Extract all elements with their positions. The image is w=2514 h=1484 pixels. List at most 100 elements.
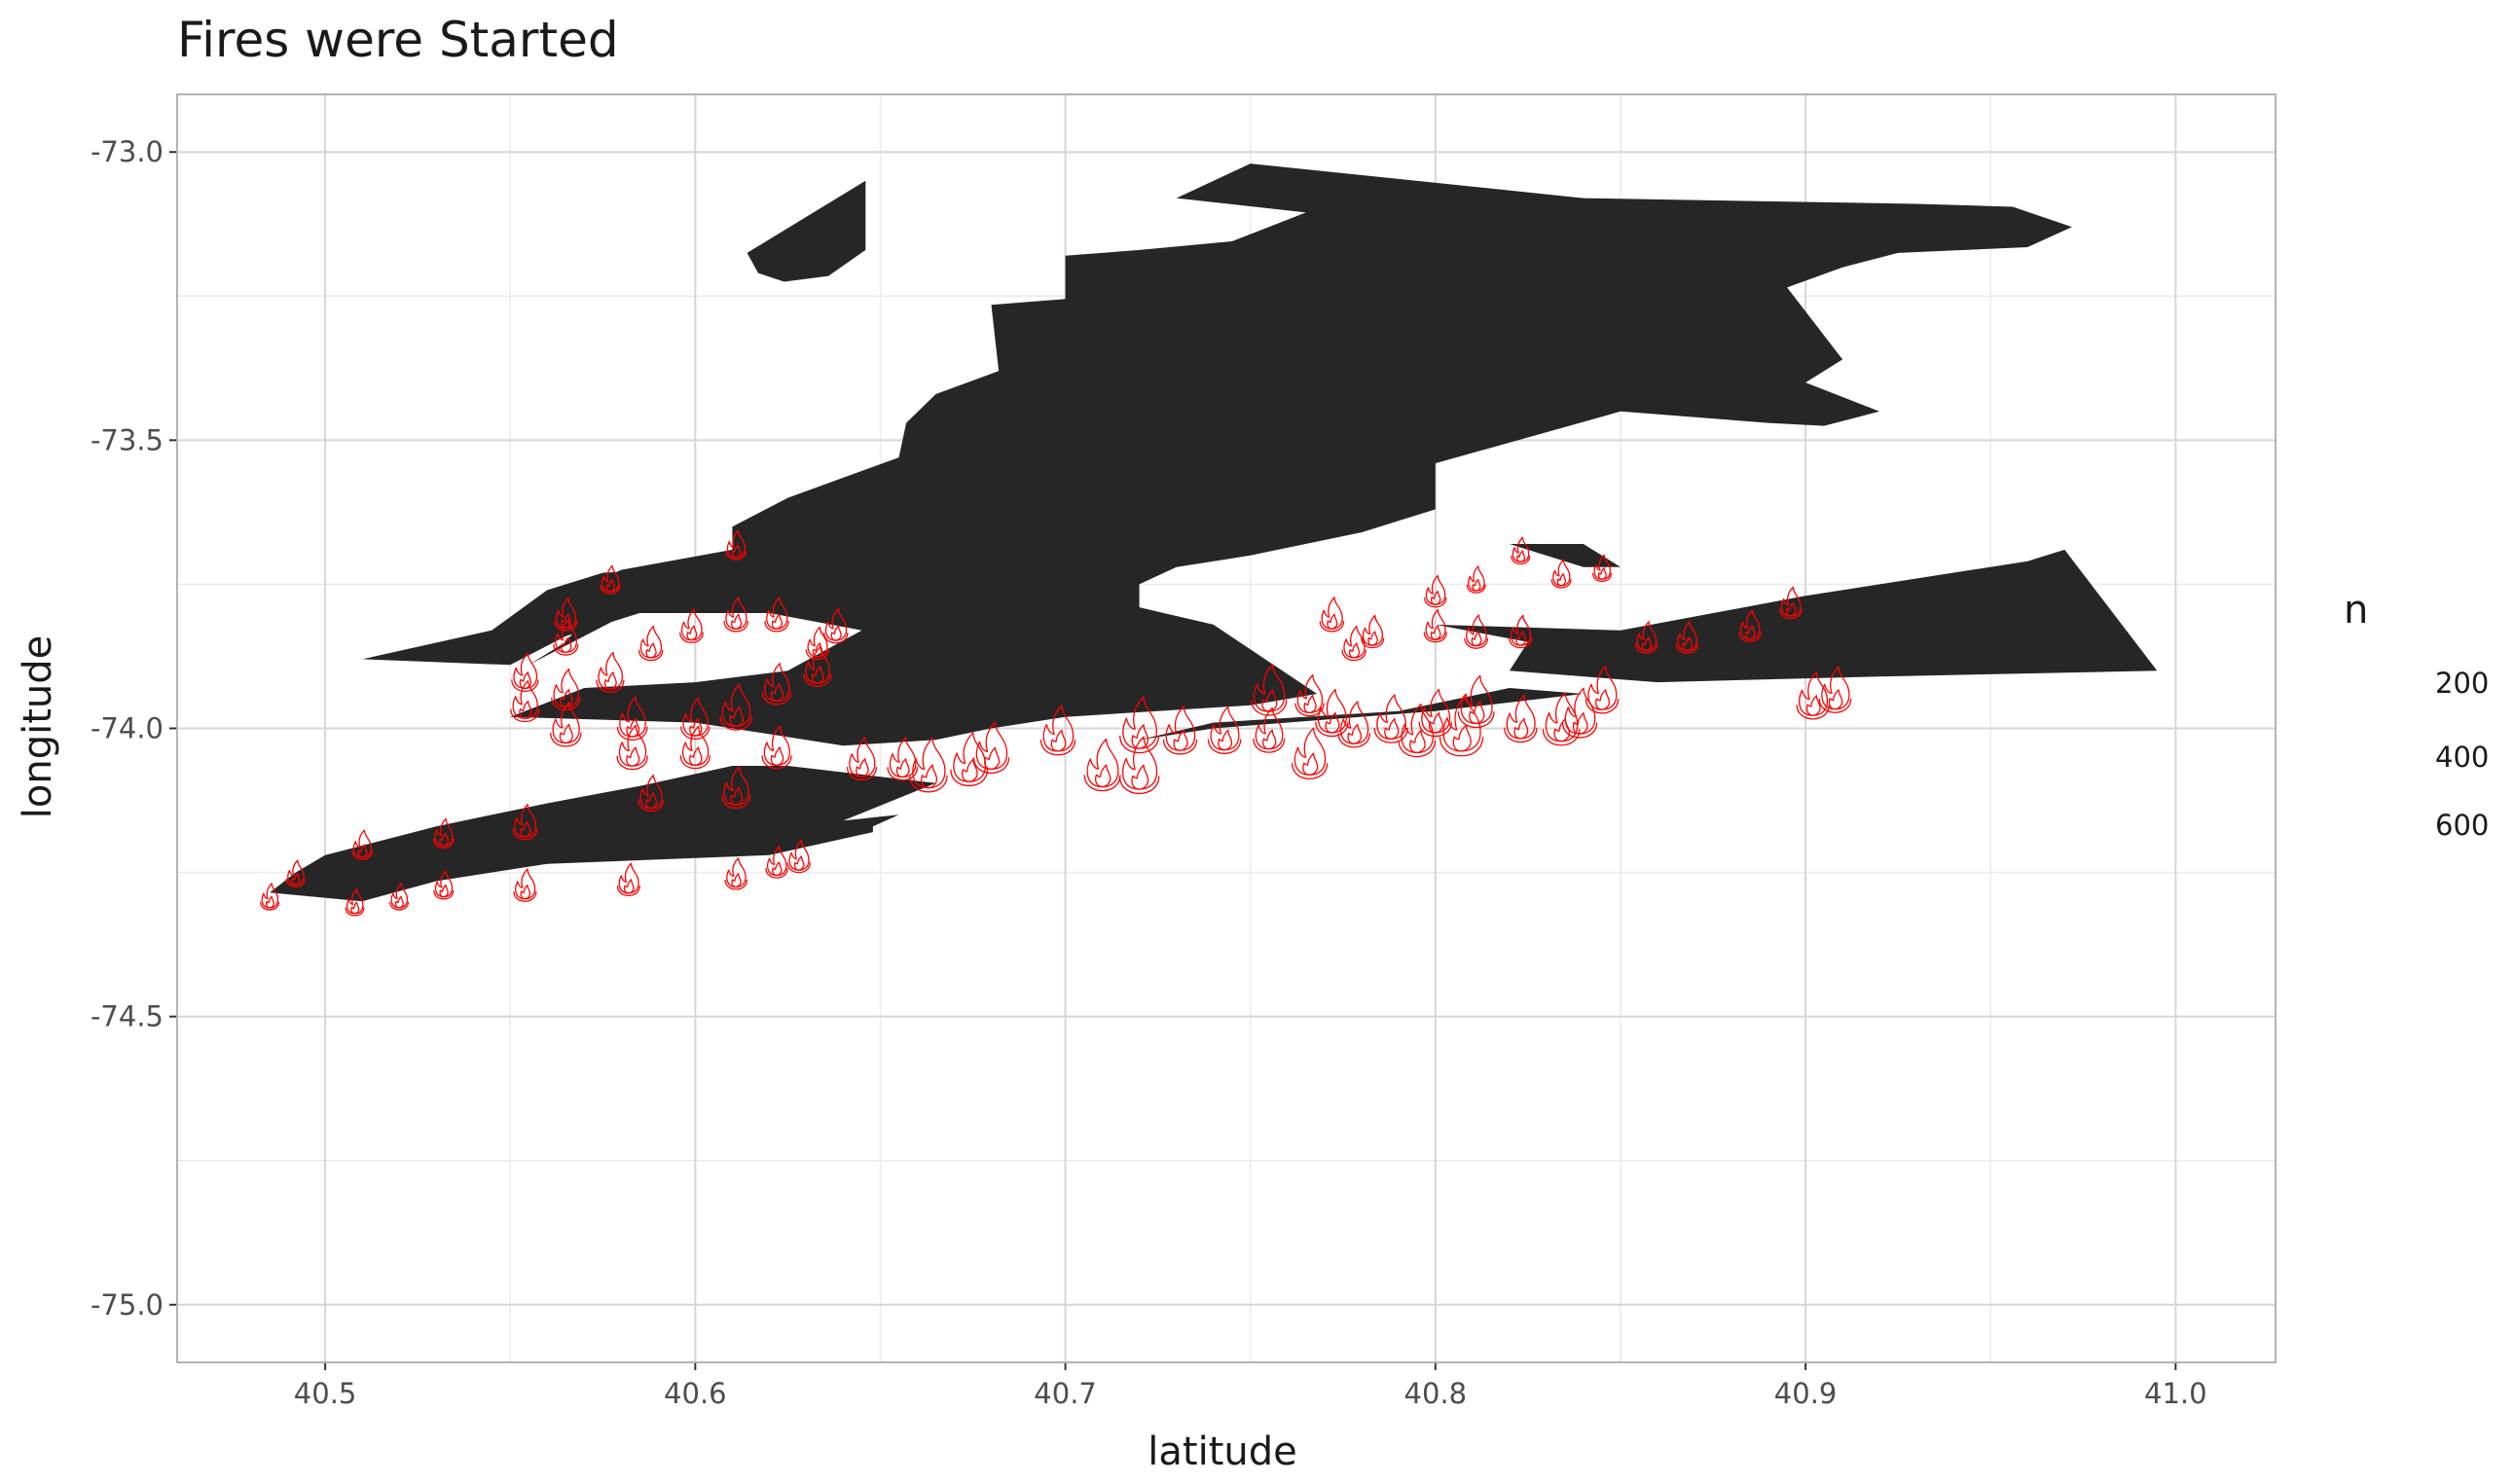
fire-point <box>1162 706 1198 755</box>
x-tick-label: 40.9 <box>1774 1377 1838 1410</box>
fire-point <box>761 725 792 770</box>
fire-point <box>1634 621 1658 654</box>
fire-point <box>1361 614 1385 649</box>
x-axis-title: latitude <box>1148 1430 1296 1474</box>
fire-point <box>554 597 578 632</box>
fire-point <box>345 888 365 917</box>
plot-panel: 40.5 40.6 40.7 40.8 40.9 41.0 -73.0 -73.5 -74.0 -… <box>91 93 2277 1410</box>
fire-point <box>1466 565 1486 594</box>
fire-point <box>1418 688 1453 738</box>
chart-title: Fires were Started <box>177 12 619 68</box>
fire-point <box>260 883 280 911</box>
fire-point <box>1550 559 1572 589</box>
land-polygon <box>362 163 2072 746</box>
legend-label: 400 <box>2435 741 2489 774</box>
legend: n 200 400 600 <box>2344 588 2489 842</box>
y-tick-label: -75.0 <box>91 1288 164 1321</box>
fire-point <box>512 804 538 841</box>
fire-point <box>1439 693 1484 757</box>
x-tick-label: 40.7 <box>1034 1377 1097 1410</box>
fire-point <box>1039 705 1076 756</box>
fire-point <box>616 696 648 741</box>
plot-border <box>176 93 2277 1363</box>
y-tick-label: -73.5 <box>91 423 164 456</box>
x-tick-label: 40.6 <box>664 1377 727 1410</box>
fire-point <box>1511 536 1531 565</box>
fire-point <box>823 608 849 644</box>
fire-point <box>805 626 829 661</box>
fire-point <box>550 702 582 747</box>
fire-point <box>1291 727 1329 779</box>
fire-point <box>432 817 455 849</box>
fire-point <box>680 697 710 740</box>
y-tick-label: -73.0 <box>91 135 164 168</box>
fire-point <box>638 625 664 662</box>
fire-point <box>721 766 751 809</box>
fire-point <box>1119 696 1160 754</box>
fire-point <box>510 679 540 723</box>
legend-label: 600 <box>2435 809 2489 842</box>
fire-point <box>679 725 710 770</box>
fire-point <box>513 868 537 902</box>
land-polygon <box>1435 549 2158 683</box>
fire-point <box>725 529 747 561</box>
x-tick-label: 40.5 <box>294 1377 357 1410</box>
fire-point <box>1398 703 1437 758</box>
fire-point <box>1083 738 1121 792</box>
fire-point <box>723 597 748 633</box>
fire-point <box>1253 706 1286 753</box>
fire-point <box>600 564 621 595</box>
fire-point <box>724 857 747 890</box>
fire-point <box>1315 688 1349 738</box>
fire-point <box>1779 586 1803 620</box>
fire-point <box>765 846 788 879</box>
fire-point <box>972 721 1010 775</box>
land-polygon <box>1509 544 1621 567</box>
fire-point <box>1319 597 1345 633</box>
fire-point <box>719 683 753 731</box>
x-tick-label: 40.8 <box>1404 1377 1468 1410</box>
fire-point <box>551 668 581 711</box>
fire-point <box>1424 574 1447 608</box>
fire-point <box>596 651 625 693</box>
fire-point <box>1251 664 1288 716</box>
fire-point <box>433 870 455 900</box>
fire-point <box>1464 614 1489 649</box>
fire-point <box>638 774 665 813</box>
fire-point <box>1591 554 1613 582</box>
fire-point <box>1207 706 1242 754</box>
fire-point <box>1341 625 1366 662</box>
fire-point <box>1118 736 1160 795</box>
land-polygon <box>1102 688 1584 746</box>
fire-point <box>389 883 410 911</box>
y-tick-label: -74.5 <box>91 1000 164 1033</box>
fire-point <box>679 608 704 643</box>
fire-point <box>351 829 374 860</box>
fire-point <box>1585 666 1620 714</box>
fire-point <box>1457 674 1495 729</box>
fire-point <box>887 737 919 781</box>
fire-point <box>616 862 641 896</box>
fire-point <box>511 652 539 693</box>
fire-point <box>1337 701 1371 748</box>
legend-label: 200 <box>2435 667 2489 700</box>
fire-point <box>1818 666 1852 713</box>
fire-point <box>846 737 878 781</box>
fire-point <box>786 839 811 874</box>
fire-point <box>1294 673 1325 717</box>
fire-point <box>1504 694 1538 743</box>
fire-point <box>1561 687 1598 739</box>
fire-point <box>285 859 306 887</box>
fire-point <box>1509 614 1533 649</box>
fire-point <box>909 737 948 793</box>
fire-point <box>764 597 789 633</box>
y-tick-label: -74.0 <box>91 712 164 745</box>
fire-point <box>1675 621 1699 654</box>
fire-point <box>761 663 792 706</box>
land-polygon <box>747 180 866 282</box>
legend-title: n <box>2344 588 2368 633</box>
fire-point <box>1423 608 1447 643</box>
fire-point <box>1738 609 1762 642</box>
land-polygon <box>270 766 936 902</box>
